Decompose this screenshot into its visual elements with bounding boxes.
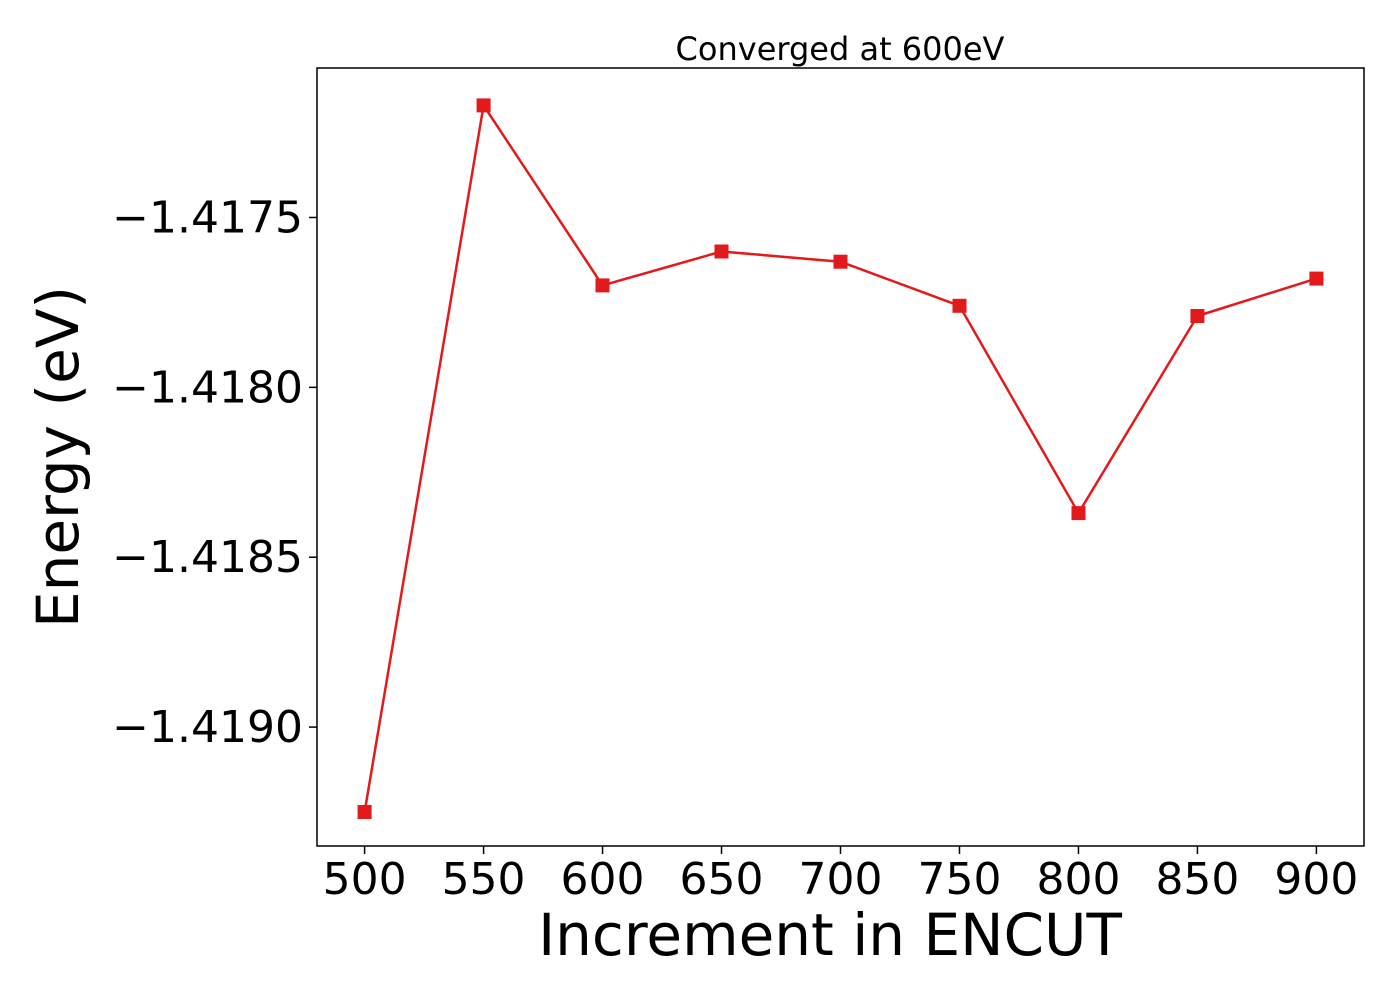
- x-tick-label: 700: [799, 854, 883, 905]
- y-tick-label: −1.4190: [112, 702, 303, 753]
- data-point-marker: [1071, 506, 1086, 521]
- x-tick-label: 900: [1274, 854, 1358, 905]
- data-point-marker: [595, 278, 610, 293]
- chart-title: Converged at 600eV: [676, 30, 1005, 68]
- data-point-marker: [1309, 271, 1324, 286]
- y-axis-title: Energy (eV): [24, 286, 92, 628]
- plot-area: [316, 67, 1365, 847]
- data-point-marker: [952, 298, 967, 313]
- plot-frame: [316, 67, 1365, 847]
- series-layer: [357, 98, 1324, 819]
- y-axis: −1.4175 −1.4180 −1.4185 −1.4190: [112, 192, 317, 753]
- x-axis: 500 550 600 650 700 750 800 850 900: [323, 846, 1358, 905]
- y-tick-label: −1.4175: [112, 192, 303, 243]
- x-tick-label: 800: [1036, 854, 1120, 905]
- x-axis-title: Increment in ENCUT: [538, 901, 1122, 969]
- y-tick-label: −1.4185: [112, 532, 303, 583]
- x-tick-label: 550: [442, 854, 526, 905]
- data-point-marker: [357, 805, 372, 819]
- x-tick-label: 500: [323, 854, 407, 905]
- data-point-marker: [1190, 309, 1205, 323]
- data-point-marker: [833, 254, 848, 269]
- y-tick-label: −1.4180: [112, 362, 303, 413]
- x-tick-label: 600: [561, 854, 645, 905]
- data-point-marker: [714, 244, 729, 259]
- x-tick-label: 750: [917, 854, 1001, 905]
- x-tick-label: 650: [680, 854, 764, 905]
- x-tick-label: 850: [1155, 854, 1239, 905]
- data-point-marker: [476, 98, 491, 113]
- series-line: [363, 104, 1317, 813]
